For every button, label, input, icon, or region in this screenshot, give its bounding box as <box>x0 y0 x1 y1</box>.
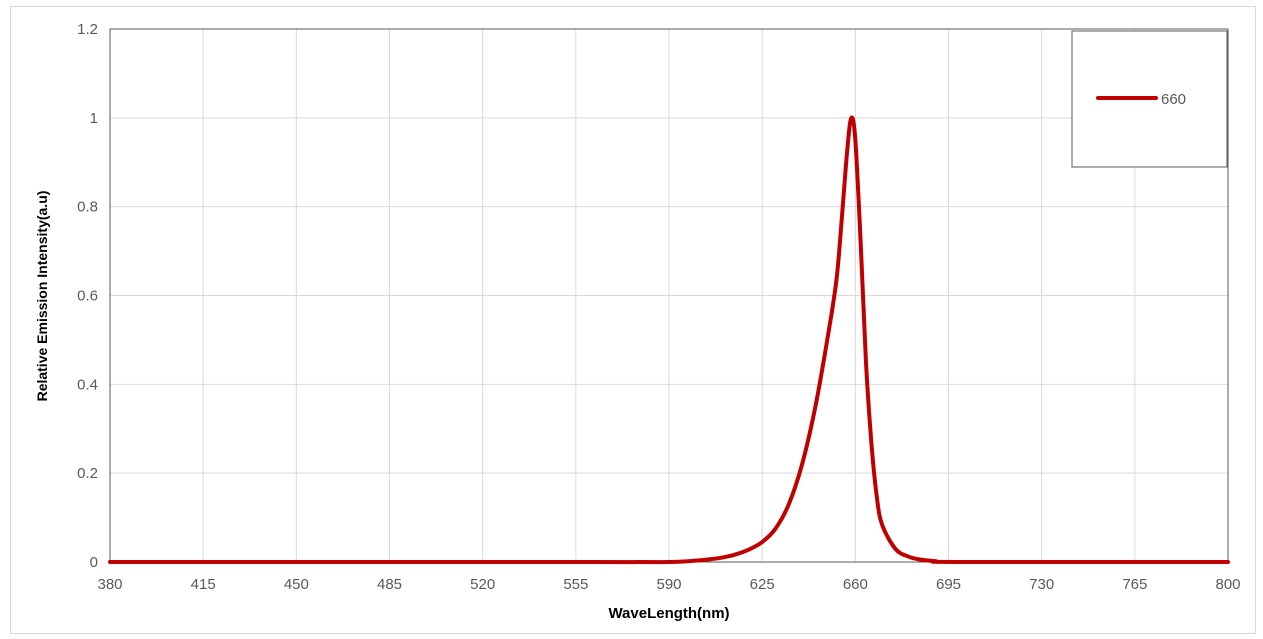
y-tick-label: 0.2 <box>77 465 98 482</box>
x-tick-label: 765 <box>1122 576 1147 593</box>
legend: 660 <box>1071 30 1228 168</box>
x-tick-label: 380 <box>97 576 122 593</box>
x-tick-label: 590 <box>656 576 681 593</box>
x-tick-label: 730 <box>1029 576 1054 593</box>
y-axis-title: Relative Emission Intensity(a.u) <box>34 191 50 402</box>
y-tick-label: 0 <box>90 554 98 571</box>
series-line-660 <box>108 115 1230 565</box>
y-tick-label: 0.4 <box>77 376 98 393</box>
x-tick-label: 625 <box>750 576 775 593</box>
x-axis-title: WaveLength(nm) <box>608 605 729 622</box>
legend-label-660: 660 <box>1161 91 1186 108</box>
x-tick-label: 520 <box>470 576 495 593</box>
x-tick-label: 485 <box>377 576 402 593</box>
chart-frame <box>10 6 1256 634</box>
x-tick-label: 415 <box>191 576 216 593</box>
y-tick-label: 0.6 <box>77 288 98 305</box>
x-axis-ticks: 380 415 450 485 520 555 590 625 660 695 730 765 800 <box>97 576 1240 593</box>
x-tick-label: 660 <box>843 576 868 593</box>
x-tick-label: 555 <box>563 576 588 593</box>
y-tick-label: 1 <box>90 110 98 127</box>
y-tick-label: 1.2 <box>77 21 98 38</box>
x-tick-label: 800 <box>1215 576 1240 593</box>
y-tick-label: 0.8 <box>77 199 98 216</box>
x-tick-label: 695 <box>936 576 961 593</box>
y-axis-ticks: 0 0.2 0.4 0.6 0.8 1 1.2 <box>77 21 98 571</box>
series-layer <box>108 115 1230 565</box>
grid <box>110 29 1228 562</box>
x-tick-label: 450 <box>284 576 309 593</box>
